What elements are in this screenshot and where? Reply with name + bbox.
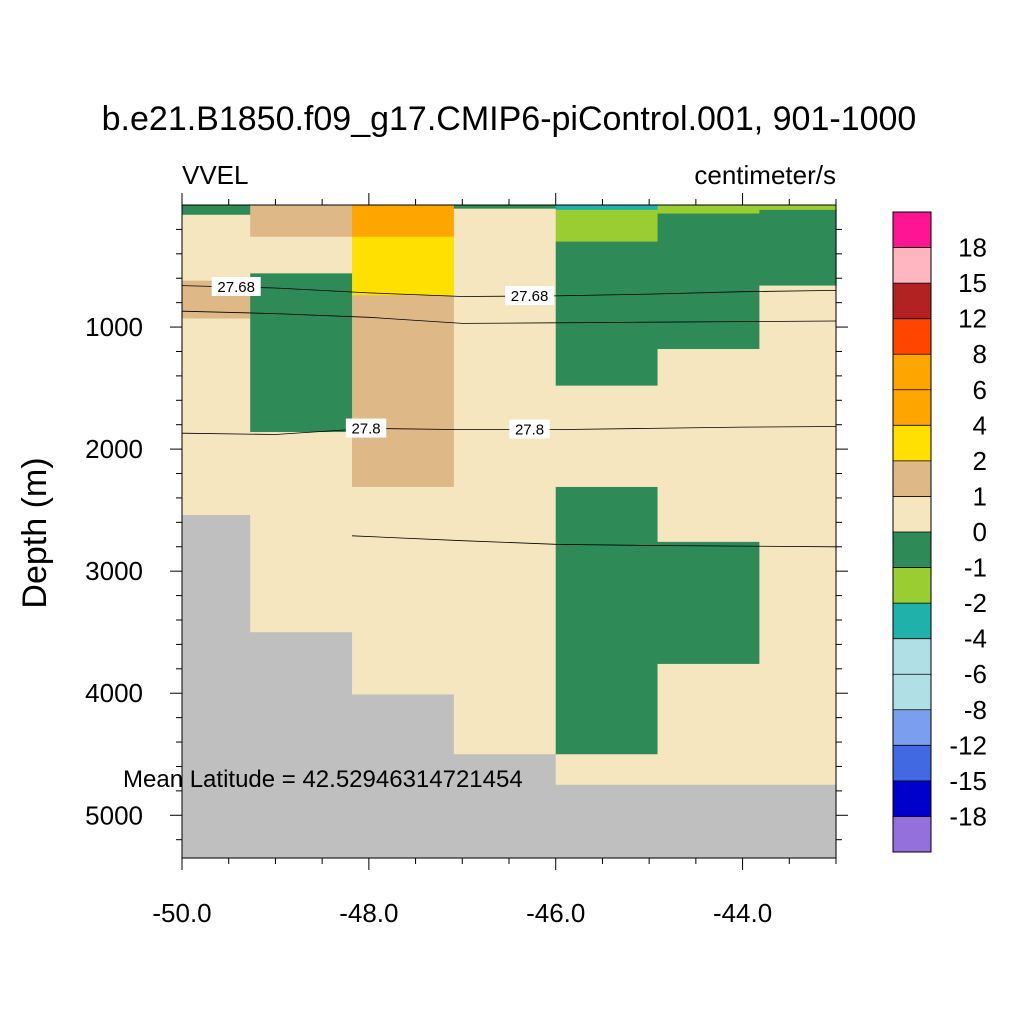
heatmap-cell-5-5 bbox=[657, 784, 760, 859]
variable-label: VVEL bbox=[182, 160, 249, 190]
colorbar: 18 15 12 8 6 4 2 1 0 -1 -2 -4 -6 -8 -12 -15 -18 bbox=[892, 211, 987, 853]
heatmap-cell-4-4 bbox=[555, 486, 659, 755]
heatmap-cell-1-3 bbox=[250, 432, 353, 633]
heatmap-cell-1-1 bbox=[250, 236, 353, 274]
x-tick-label-3: -44.0 bbox=[713, 898, 772, 928]
colorbar-label-6: 2 bbox=[973, 446, 987, 476]
heatmap-cell-0-1 bbox=[182, 214, 251, 282]
contour-label-0-1: 27.68 bbox=[511, 288, 549, 305]
heatmap-cell-3-2 bbox=[453, 754, 557, 859]
heatmap-cell-5-2 bbox=[657, 349, 760, 543]
colorbar-box-5 bbox=[893, 389, 931, 426]
colorbar-box-1 bbox=[893, 247, 931, 284]
heatmap-cell-0-0 bbox=[182, 205, 251, 216]
colorbar-label-16: -18 bbox=[949, 801, 987, 831]
y-tick-label-0: 1000 bbox=[85, 312, 143, 342]
colorbar-box-0 bbox=[893, 212, 931, 249]
heatmap-cell-4-1 bbox=[555, 209, 659, 243]
colorbar-label-10: -2 bbox=[964, 588, 987, 618]
colorbar-label-5: 4 bbox=[973, 410, 987, 440]
colorbar-label-9: -1 bbox=[964, 553, 987, 583]
colorbar-label-4: 6 bbox=[973, 375, 987, 405]
heatmap-cell-6-0 bbox=[759, 205, 837, 211]
x-tick-label-0: -50.0 bbox=[152, 898, 211, 928]
heatmap-cell-6-3 bbox=[759, 784, 837, 859]
colorbar-label-12: -6 bbox=[964, 659, 987, 689]
heatmap-cell-2-3 bbox=[352, 486, 455, 696]
heatmap-cell-2-2 bbox=[352, 295, 455, 488]
x-tick-label-2: -46.0 bbox=[526, 898, 585, 928]
colorbar-box-6 bbox=[893, 425, 931, 462]
colorbar-label-13: -8 bbox=[964, 695, 987, 725]
x-tick-label-1: -48.0 bbox=[339, 898, 398, 928]
colorbar-label-15: -15 bbox=[949, 766, 987, 796]
colorbar-box-13 bbox=[893, 674, 931, 711]
heatmap-cell-1-0 bbox=[250, 205, 353, 238]
colorbar-box-14 bbox=[893, 709, 931, 746]
heatmap-cell-2-1 bbox=[352, 236, 455, 296]
heatmap-cell-6-1 bbox=[759, 209, 837, 287]
heatmap-cell-4-5 bbox=[555, 754, 659, 786]
colorbar-label-11: -4 bbox=[964, 624, 987, 654]
contour-label-box-2-0 bbox=[345, 418, 387, 438]
heatmap-cell-2-4 bbox=[352, 694, 455, 859]
colorbar-label-8: 0 bbox=[973, 517, 987, 547]
colorbar-box-2 bbox=[893, 283, 931, 320]
heatmap-cell-1-2 bbox=[250, 273, 353, 433]
contour-label-2-1: 27.8 bbox=[515, 422, 544, 439]
chart-title: b.e21.B1850.f09_g17.CMIP6-piControl.001,… bbox=[102, 100, 917, 138]
mean-latitude-annotation: Mean Latitude = 42.52946314721454 bbox=[123, 766, 523, 793]
colorbar-box-3 bbox=[893, 318, 931, 355]
colorbar-label-14: -12 bbox=[949, 730, 987, 760]
y-axis-label: Depth (m) bbox=[16, 457, 54, 608]
plot-axes: -50.0 -48.0 -46.0 -44.0 1000 2000 3000 4000 5000 bbox=[85, 193, 848, 928]
colorbar-box-7 bbox=[893, 460, 931, 497]
y-tick-label-3: 4000 bbox=[85, 678, 143, 708]
heatmap-cell-5-4 bbox=[657, 663, 760, 786]
heatmap-cell-1-4 bbox=[250, 632, 353, 859]
heatmap-cell-4-0 bbox=[555, 205, 659, 211]
contour-line-1 bbox=[181, 310, 837, 324]
colorbar-label-2: 12 bbox=[958, 304, 987, 334]
contour-label-box-2-1 bbox=[509, 419, 550, 439]
colorbar-box-12 bbox=[893, 638, 931, 675]
y-tick-label-4: 5000 bbox=[85, 800, 143, 830]
colorbar-box-16 bbox=[893, 780, 931, 817]
y-tick-label-1: 2000 bbox=[85, 434, 143, 464]
colorbar-box-15 bbox=[893, 745, 931, 782]
colorbar-box-17 bbox=[893, 816, 931, 853]
colorbar-box-10 bbox=[893, 567, 931, 604]
colorbar-box-9 bbox=[893, 532, 931, 569]
contour-line-3 bbox=[351, 535, 837, 548]
colorbar-box-11 bbox=[893, 603, 931, 640]
heatmap-cell-5-0 bbox=[657, 205, 760, 215]
colorbar-frame bbox=[892, 211, 932, 853]
heatmap-cell-6-2 bbox=[759, 285, 837, 786]
heatmap-cell-5-1 bbox=[657, 213, 760, 350]
heatmap-cell-5-3 bbox=[657, 541, 760, 665]
heatmap-cell-3-0 bbox=[453, 205, 557, 210]
colorbar-label-7: 1 bbox=[973, 481, 987, 511]
heatmap-cell-0-4 bbox=[182, 515, 251, 859]
heatmap-cell-2-0 bbox=[352, 205, 455, 238]
contour-label-box-0-0 bbox=[211, 276, 261, 296]
colorbar-label-0: 18 bbox=[958, 233, 987, 263]
colorbar-box-4 bbox=[893, 354, 931, 391]
y-tick-label-2: 3000 bbox=[85, 556, 143, 586]
heatmap-cell-4-6 bbox=[555, 784, 659, 859]
contour-label-box-0-1 bbox=[505, 286, 555, 306]
units-label: centimeter/s bbox=[694, 160, 836, 190]
heatmap-cell-0-3 bbox=[182, 318, 251, 516]
contour-label-0-0: 27.68 bbox=[217, 279, 255, 296]
colorbar-label-3: 8 bbox=[973, 339, 987, 369]
contour-labels: 27.68 27.68 27.8 27.8 bbox=[211, 276, 555, 439]
colorbar-label-1: 15 bbox=[958, 268, 987, 298]
contour-line-2 bbox=[181, 426, 837, 435]
colorbar-box-8 bbox=[893, 496, 931, 533]
contour-label-2-0: 27.8 bbox=[351, 421, 380, 438]
heatmap-cell-4-2 bbox=[555, 241, 659, 387]
heatmap-cell-4-3 bbox=[555, 385, 659, 488]
